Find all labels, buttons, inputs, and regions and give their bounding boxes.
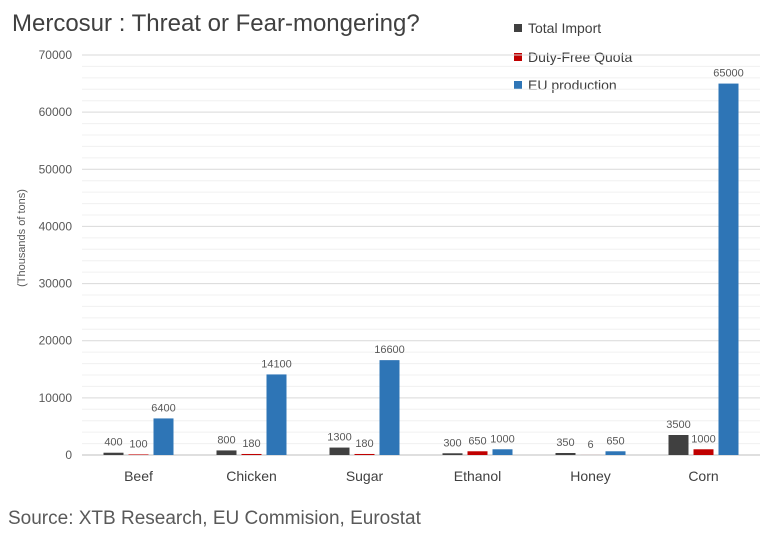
bar [216,450,237,455]
bar [693,449,714,455]
data-label: 180 [355,438,373,450]
bar [266,374,287,455]
data-label: 300 [443,437,461,449]
bar [354,453,375,455]
y-tick-label: 20000 [39,334,73,348]
bar [241,453,262,455]
data-label: 350 [556,437,574,449]
bar [668,435,689,455]
bar [442,453,463,455]
legend-label: Total Import [528,20,602,37]
bar [718,83,739,456]
data-label: 16600 [374,344,405,356]
data-label: 14100 [261,358,292,370]
data-label: 1000 [490,433,514,445]
bar [128,454,149,455]
bar [467,451,488,455]
data-label: 1300 [327,432,351,444]
legend-swatch-total-import [514,24,522,33]
bar [605,451,626,455]
x-tick-label: Ethanol [454,468,501,484]
source-note: Source: XTB Research, EU Commision, Euro… [8,508,421,529]
data-label: 3500 [666,419,690,431]
legend-item-duty-free-quota: Duty-Free Quota [514,43,632,72]
data-label: 65000 [713,68,744,80]
y-tick-label: 70000 [39,48,73,62]
y-tick-label: 50000 [39,162,73,176]
legend-swatch-duty-free-quota [514,52,522,61]
y-tick-label: 60000 [39,105,73,119]
data-label: 400 [104,437,122,449]
data-label: 6 [587,439,593,451]
y-tick-label: 0 [65,448,72,462]
data-label: 1000 [691,433,715,445]
bar [103,452,124,455]
data-label: 6400 [151,402,175,414]
bar [153,418,174,455]
data-label: 800 [217,434,235,446]
x-tick-label: Honey [570,468,610,484]
data-label: 100 [129,438,147,450]
x-tick-label: Corn [688,468,718,484]
bar [379,360,400,455]
y-tick-label: 10000 [39,391,73,405]
legend-item-total-import: Total Import [514,14,632,43]
x-tick-label: Beef [124,468,153,484]
data-label: 180 [242,438,260,450]
bar [329,447,350,455]
legend-swatch-eu-production [514,81,522,90]
data-label: 650 [468,435,486,447]
bar [492,449,513,455]
x-tick-label: Sugar [346,468,384,484]
x-tick-label: Chicken [226,468,277,484]
y-tick-label: 30000 [39,277,73,291]
y-tick-label: 40000 [39,219,73,233]
data-label: 650 [606,435,624,447]
bar [555,453,576,455]
chart-title: Mercosur : Threat or Fear-mongering? [12,10,420,37]
legend-label: Duty-Free Quota [528,48,633,65]
